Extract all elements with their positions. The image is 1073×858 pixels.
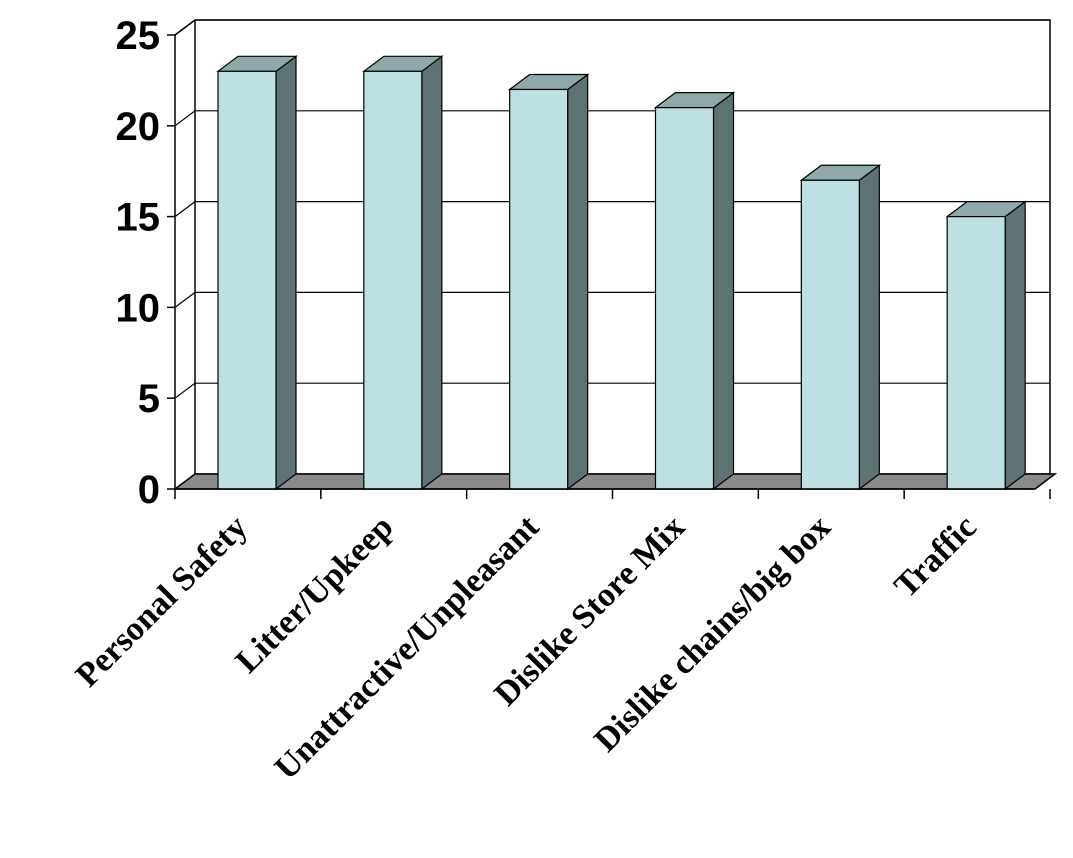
gridline-side [174,291,196,308]
gridline-side [174,110,196,127]
y-tick-label: 15 [116,196,161,240]
axes [167,19,1051,499]
bar [216,55,298,491]
gridline-side [174,382,196,399]
x-tick-label: Unattractive/Unpleasant [268,508,547,787]
bar [653,91,736,491]
x-tick-label: Traffic [887,508,983,604]
bar [362,55,444,491]
bars [216,55,1027,491]
y-tick-label: 0 [138,468,160,512]
y-tick-label: 25 [116,14,161,58]
y-axis-top-edge [174,19,196,36]
floor-plane [172,473,1058,490]
bar-side [1004,200,1026,491]
bar-front [509,88,569,490]
back-wall [194,19,1051,475]
bar-side [858,164,880,491]
bar [507,73,590,491]
y-tick-label: 5 [138,377,160,421]
y-axis-tick-labels: 0 5 10 15 20 25 [116,14,161,512]
x-axis-tick-labels: Personal SafetyLitter/UpkeepUnattractive… [69,508,984,787]
y-tick-label: 20 [116,105,161,149]
plot-walls [194,19,1051,475]
x-tick-label: Dislike chains/big box [587,508,838,759]
plot-floor [172,473,1058,490]
bar-side [712,91,735,491]
y-tick-label: 10 [116,286,161,330]
bar-front [946,216,1006,490]
gridline-side [174,201,196,218]
gridlines [174,19,1050,399]
bar-front [800,179,860,490]
bar-front [654,107,715,490]
bar-side [421,55,443,491]
bar [799,164,882,491]
bar-front [217,70,277,490]
bar-side [567,73,589,491]
x-tick-label: Personal Safety [69,508,255,694]
bar [945,200,1027,491]
bar-side [275,55,297,491]
bar-front [363,70,423,490]
